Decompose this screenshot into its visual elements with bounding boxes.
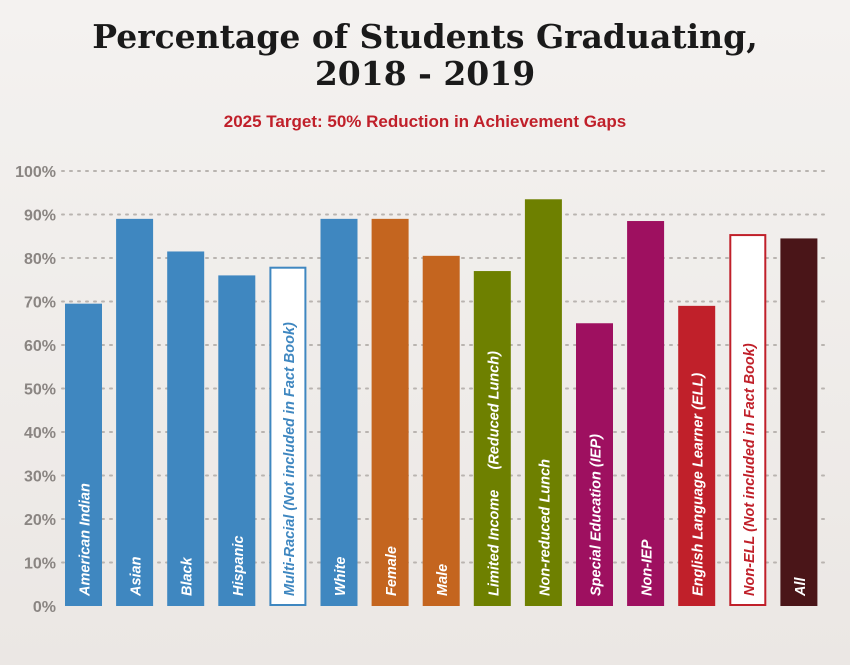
bar-label: Hispanic: [231, 536, 247, 596]
bar-label: Male: [435, 564, 451, 596]
bar-label: Special Education (IEP): [589, 434, 605, 596]
bar-group: White: [320, 218, 358, 606]
bar-label: Non-reduced Lunch: [537, 459, 553, 596]
bar: [218, 275, 256, 606]
bar-group: Non-reduced Lunch: [524, 199, 562, 606]
y-tick-label: 60%: [24, 338, 56, 355]
bar-label: Female: [384, 546, 400, 596]
bar-group: American Indian: [65, 303, 102, 606]
bar-group: Black: [167, 251, 205, 606]
y-tick-label: 40%: [24, 425, 56, 442]
bar: [729, 234, 767, 606]
bar-group: English Language Learner (ELL): [678, 305, 716, 606]
bar-group: Male: [422, 255, 460, 606]
bar: [627, 221, 665, 606]
bar: [371, 218, 409, 606]
bar-label: Non-IEP: [640, 539, 656, 596]
bar: [678, 305, 716, 606]
bar-label: Asian: [129, 556, 145, 597]
bar-label: All: [793, 577, 809, 598]
chart-subtitle: 2025 Target: 50% Reduction in Achievemen…: [223, 112, 627, 131]
bar: [269, 266, 307, 606]
bar: [576, 323, 613, 606]
chart-title-line-1: Percentage of Students Graduating,: [92, 17, 758, 56]
bar: [65, 303, 102, 606]
bar: [167, 251, 205, 606]
y-tick-label: 20%: [24, 512, 56, 529]
y-tick-label: 0%: [33, 599, 56, 616]
y-tick-label: 100%: [15, 164, 56, 181]
bar-label: English Language Learner (ELL): [691, 373, 707, 596]
y-tick-label: 50%: [24, 382, 56, 399]
bar-group: Female: [371, 218, 409, 606]
y-tick-label: 80%: [24, 251, 56, 268]
y-tick-label: 10%: [24, 556, 56, 573]
bar: [422, 255, 460, 606]
y-tick-label: 70%: [24, 295, 56, 312]
bar-group: Limited Income (Reduced Lunch): [473, 271, 511, 606]
bar-label: Black: [180, 556, 196, 596]
bar: [320, 218, 358, 606]
bar: [780, 238, 818, 607]
chart-title: Percentage of Students Graduating, 2018 …: [0, 18, 850, 92]
y-tick-label: 90%: [24, 208, 56, 225]
chart-title-line-2: 2018 - 2019: [314, 54, 536, 93]
bar-label: Non-ELL (Not included in Fact Book): [742, 343, 758, 596]
bar-label: White: [333, 557, 349, 596]
bar-group: Special Education (IEP): [576, 323, 613, 606]
bar-group: Hispanic: [218, 275, 256, 606]
y-tick-label: 30%: [24, 469, 56, 486]
bar-label: Limited Income (Reduced Lunch): [486, 351, 502, 596]
bar: [116, 218, 154, 606]
bar: [473, 271, 511, 606]
bar-group: Non-IEP: [627, 221, 665, 606]
bar-label: American Indian: [78, 483, 94, 597]
bar-group: Non-ELL (Not included in Fact Book): [729, 234, 767, 606]
bar-group: All: [780, 238, 818, 607]
bar: [524, 199, 562, 606]
bar-group: Multi-Racial (Not included in Fact Book): [269, 266, 307, 606]
bar-group: Asian: [116, 218, 154, 606]
bar-label: Multi-Racial (Not included in Fact Book): [282, 322, 298, 596]
